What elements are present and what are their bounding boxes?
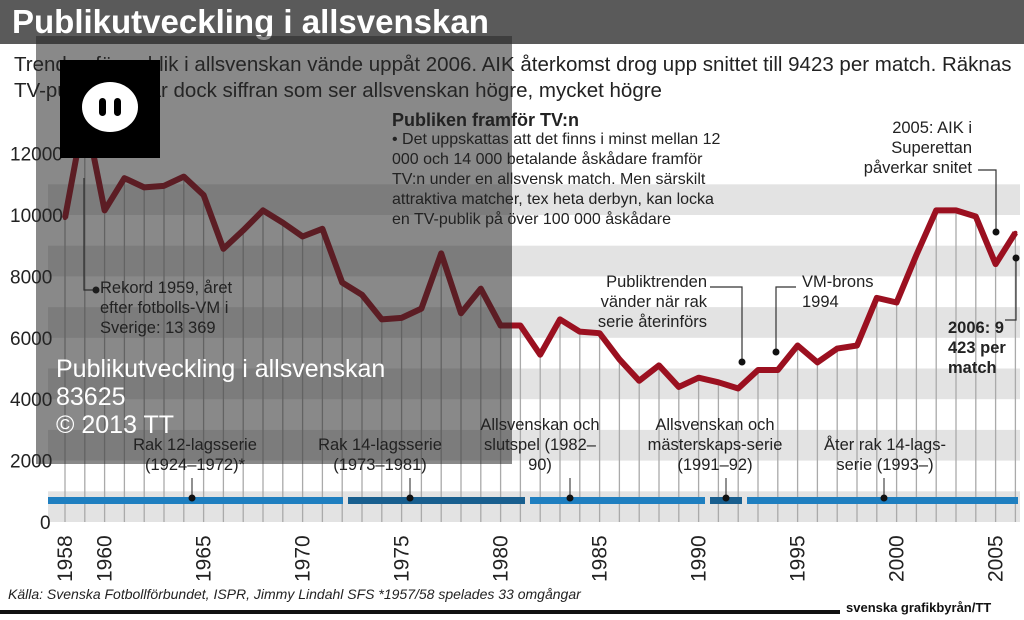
period-bar	[48, 497, 343, 504]
x-tick-label: 1985	[589, 535, 612, 582]
watermark-line2: 83625	[56, 383, 126, 411]
data-point	[795, 343, 800, 348]
x-tick-label: 1960	[94, 535, 117, 582]
data-point	[597, 331, 602, 336]
data-point	[973, 214, 978, 219]
data-point	[736, 386, 741, 391]
watermark-text: Publikutveckling i allsvenskan 83625 © 2…	[56, 355, 385, 439]
grid-band	[48, 491, 1020, 522]
data-point	[1013, 230, 1018, 235]
annotation-leader	[978, 169, 997, 232]
annotation-leader	[775, 286, 796, 352]
data-point	[538, 352, 543, 357]
data-point	[874, 295, 879, 300]
trend-annotation: Publiktrenden vänder när rak serie återi…	[597, 273, 707, 331]
y2006-annotation: 2006: 9 423 per match	[948, 319, 1006, 377]
annotation-dot	[772, 348, 780, 356]
x-tick-label: 1975	[391, 535, 414, 582]
watermark-line1: Publikutveckling i allsvenskan	[56, 355, 386, 383]
tv-box-body: • Det uppskattas att det finns i minst m…	[392, 131, 721, 228]
data-point	[934, 208, 939, 213]
data-point	[637, 378, 642, 383]
annotation-leader	[710, 286, 743, 362]
period-label: Åter rak 14-lags-serie (1993–)	[824, 436, 946, 474]
period-marker	[722, 494, 730, 502]
data-point	[617, 357, 622, 362]
x-tick-label: 1995	[787, 535, 810, 582]
period-label: Allsvenskan och slutspel (1982–90)	[480, 416, 600, 474]
vm-annotation: VM-brons 1994	[802, 273, 874, 311]
period-bar	[530, 497, 705, 504]
x-tick-label: 1970	[292, 535, 315, 582]
source-note: Källa: Svenska Fotbollförbundet, ISPR, J…	[8, 586, 581, 602]
data-point	[954, 208, 958, 213]
data-point	[696, 375, 701, 380]
x-tick-label: 1990	[688, 535, 711, 582]
period-marker	[880, 494, 888, 502]
y-tick-label: 0	[40, 513, 51, 534]
x-tick-label: 1980	[490, 535, 513, 582]
watermark-line3: © 2013 TT	[56, 411, 175, 439]
data-point	[894, 300, 899, 305]
data-point	[835, 346, 840, 351]
data-point	[855, 343, 859, 348]
period-label: Rak 14-lagsserie (1973–1981)	[318, 436, 442, 474]
data-point	[775, 368, 780, 373]
footer-rule	[0, 610, 840, 614]
period-marker	[406, 494, 414, 502]
data-point	[716, 380, 721, 385]
data-point	[518, 323, 523, 328]
data-point	[914, 252, 919, 257]
tv-box-title: Publiken framför TV:n	[392, 110, 580, 130]
period-bar	[348, 497, 525, 504]
data-point	[676, 384, 681, 389]
period-label: Allsvenskan och mästerskaps-serie (1991–…	[647, 416, 783, 474]
annotation-dot	[738, 358, 746, 366]
x-tick-label: 1965	[193, 535, 216, 582]
data-point	[657, 363, 661, 368]
aik-annotation: 2005: AIK i Superettan påverkar snitet	[863, 119, 972, 177]
annotation-dot	[1012, 254, 1020, 262]
data-point	[577, 329, 582, 334]
x-tick-label: 1958	[54, 535, 77, 582]
data-point	[558, 317, 562, 322]
period-label: Rak 12-lagsserie (1924–1972)*	[133, 436, 257, 474]
annotation-dot	[992, 228, 1000, 236]
record-annotation: Rekord 1959, året efter fotbolls-VM i Sv…	[100, 279, 233, 337]
tv-box: Publiken framför TV:n • Det uppskattas a…	[392, 110, 722, 230]
data-point	[756, 368, 760, 373]
period-marker	[566, 494, 574, 502]
credit: svenska grafikbyrån/TT	[846, 600, 992, 615]
annotation-leader	[1005, 258, 1017, 321]
data-point	[993, 262, 998, 267]
x-tick-label: 2005	[985, 535, 1008, 582]
x-tick-label: 2000	[886, 535, 909, 582]
data-point	[815, 360, 820, 365]
tt-logo	[60, 60, 160, 158]
period-marker	[188, 494, 196, 502]
